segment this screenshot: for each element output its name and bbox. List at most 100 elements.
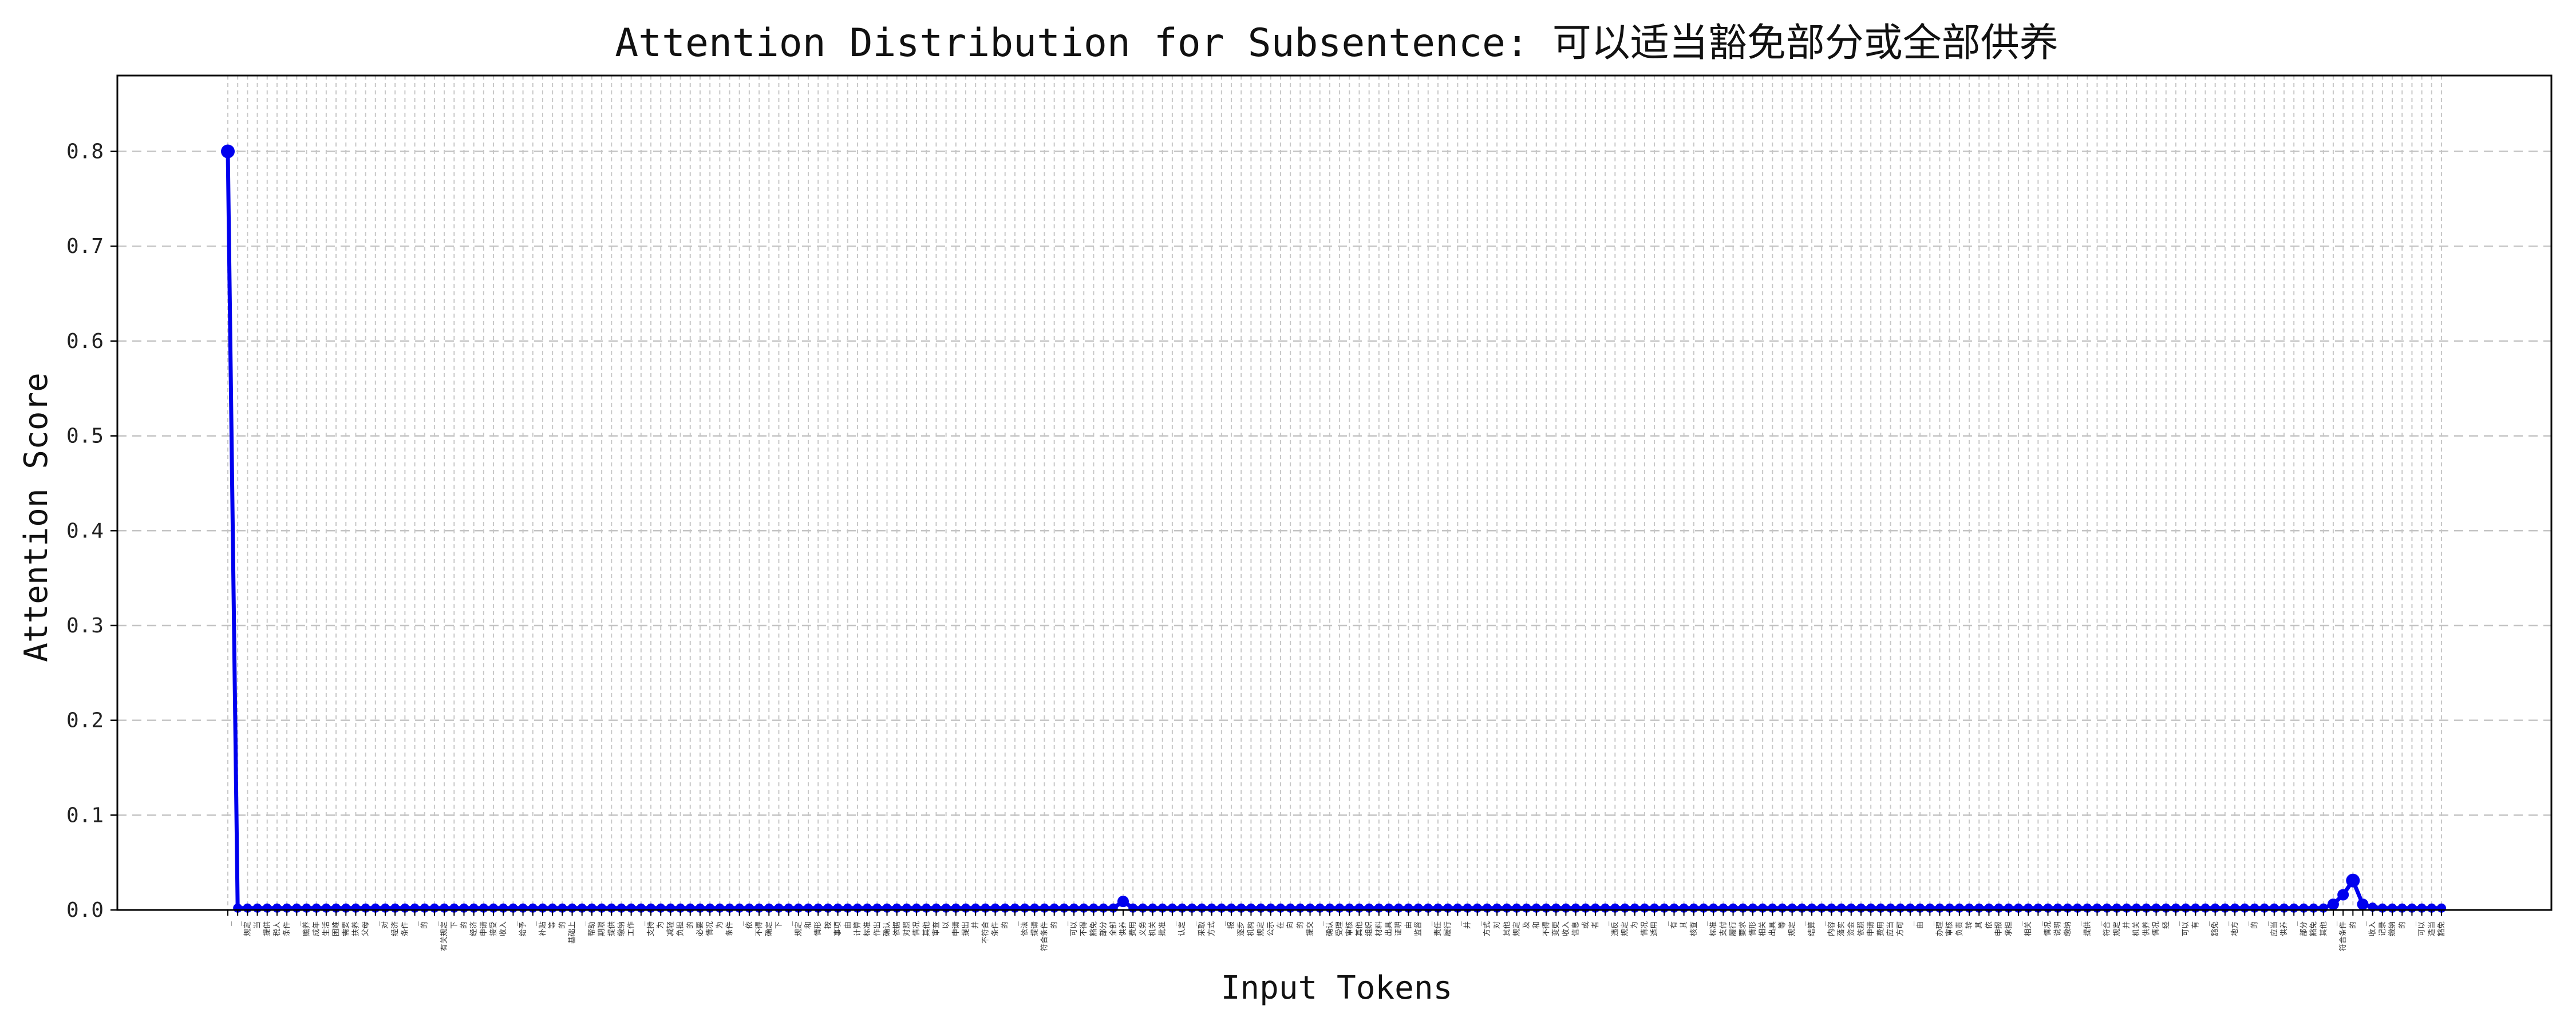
x-tick-label: 给予 [519, 921, 528, 936]
x-tick-label: 规定 [795, 921, 803, 936]
x-tick-label: 下 [775, 921, 783, 929]
x-tick-label: 并 [2123, 921, 2131, 929]
x-tick-label: 收入 [1562, 921, 1570, 936]
x-tick-label: 监督 [1415, 921, 1423, 936]
x-tick-label: 申报 [1995, 921, 2004, 936]
x-tick-label: 其 [1975, 921, 1984, 929]
plot-frame [116, 74, 2553, 911]
x-tick-label: 申请 [1867, 921, 1875, 936]
x-tick-label: 规定 [2113, 921, 2121, 936]
x-tick-label: 标准 [863, 921, 872, 936]
x-tick-label: _ [578, 921, 587, 926]
x-tick-label: 证明 [1394, 921, 1403, 936]
x-tick-label: _ [529, 921, 538, 926]
x-tick-label: 规定 [1788, 921, 1797, 936]
x-tick-label: 确定 [765, 921, 773, 936]
x-tick-label: 依据 [893, 921, 902, 936]
x-tick-label: 的 [1295, 921, 1305, 929]
x-tick-label: 相关 [2024, 921, 2033, 936]
x-tick-label: _ [1168, 921, 1177, 926]
x-tick-label: 为 [716, 921, 724, 929]
x-tick-label: 义务 [1138, 921, 1147, 936]
data-point [2327, 899, 2339, 911]
x-tick-label: 方式 [1483, 921, 1492, 936]
x-tick-label: _ [509, 921, 517, 926]
x-tick-label: 责任 [1434, 921, 1443, 936]
x-tick-label: 不得 [754, 921, 764, 936]
x-tick-label: 审核 [1345, 921, 1354, 936]
x-tick-label: 等 [548, 921, 557, 929]
y-tick-label: 0.7 [66, 235, 104, 258]
x-tick-label: 可以 [2182, 921, 2190, 936]
x-tick-label: 期限 [598, 921, 606, 936]
x-tick-label: _ [736, 921, 744, 926]
x-tick-label: 相关 [1759, 921, 1767, 936]
x-tick-label: 应当 [1886, 921, 1895, 936]
x-tick-label: 全部 [1109, 921, 1118, 936]
x-tick-label: 方可 [1896, 921, 1905, 936]
x-tick-label: _ [430, 921, 439, 926]
grid-layer [117, 76, 2551, 910]
x-tick-label: 在 [1277, 921, 1285, 929]
x-tick-label: 经济 [470, 921, 479, 936]
y-axis-label: Attention Score [18, 373, 55, 662]
x-tick-label: _ [2359, 921, 2368, 926]
x-tick-label: 的 [420, 921, 429, 929]
x-tick-label: _ [2014, 921, 2023, 926]
x-tick-label: _ [2261, 921, 2269, 926]
x-tick-label: _ [785, 921, 793, 926]
x-tick-label: 提请 [1030, 921, 1039, 936]
x-tick-label: 父母 [362, 921, 370, 936]
chart-title: Attention Distribution for Subsentence: … [615, 21, 2059, 66]
x-tick-label: 税人 [273, 921, 282, 936]
x-tick-label: 信息 [1571, 921, 1581, 936]
x-tick-label: 条件 [282, 921, 291, 936]
x-tick-label: 的 [558, 921, 567, 929]
x-tick-label: 组织 [1365, 921, 1374, 936]
x-tick-label: 结算 [1808, 921, 1816, 936]
x-tick-label: _ [1218, 921, 1226, 926]
x-tick-label: 转 [1965, 921, 1974, 929]
x-tick-label: 受理 [1336, 921, 1344, 936]
x-tick-label: 方式 [1207, 921, 1216, 936]
y-tick-label: 0.3 [66, 614, 104, 638]
x-tick-label: 符合 [2103, 921, 2112, 936]
x-tick-label: 供养 [2279, 921, 2289, 936]
x-tick-label: 困难 [332, 921, 341, 936]
x-tick-label: 当 [254, 921, 262, 929]
x-tick-label: 出具 [1385, 921, 1393, 936]
x-tick-label: 有关规定 [440, 921, 449, 951]
x-tick-label: 情形 [1749, 921, 1757, 936]
x-tick-label: 要求 [1739, 921, 1748, 936]
x-tick-label: 条件 [400, 921, 409, 936]
x-tick-label: 出具 [1768, 921, 1777, 936]
x-tick-label: 批准 [1159, 921, 1167, 936]
x-tick-label: 支持 [647, 921, 655, 936]
x-tick-label: 减轻 [666, 921, 675, 936]
x-tick-label: 其 [1680, 921, 1689, 929]
x-tick-label: 有 [2191, 921, 2200, 929]
x-tick-label: _ [293, 921, 301, 926]
x-tick-label: 提供 [2083, 921, 2092, 936]
x-tick-label: 作出 [873, 921, 882, 936]
x-tick-label: _ [2202, 921, 2210, 926]
x-tick-label: 豁免 [2309, 921, 2318, 936]
y-tick-label: 0.5 [66, 425, 104, 448]
x-tick-label: 认定 [1178, 921, 1187, 936]
x-tick-label: 违反 [1611, 921, 1619, 936]
x-tick-label: 依 [1985, 921, 1993, 929]
x-tick-label: 收入 [2369, 921, 2377, 936]
x-tick-label: 提供 [607, 921, 616, 936]
x-tick-label: 情况 [2152, 921, 2161, 936]
x-tick-label: 费用 [1876, 921, 1885, 936]
x-tick-label: _ [1453, 921, 1462, 926]
x-tick-label: _ [2408, 921, 2416, 926]
x-tick-label: _ [1660, 921, 1669, 926]
x-tick-label: 材料 [1375, 921, 1384, 936]
x-tick-label: 符合条件 [2338, 921, 2348, 951]
x-tick-label: _ [1424, 921, 1433, 926]
x-tick-label: _ [2290, 921, 2298, 926]
x-tick-label: 说明 [2054, 921, 2063, 936]
y-tick-label: 0.4 [66, 519, 104, 543]
x-tick-label: 可以 [1070, 921, 1078, 936]
